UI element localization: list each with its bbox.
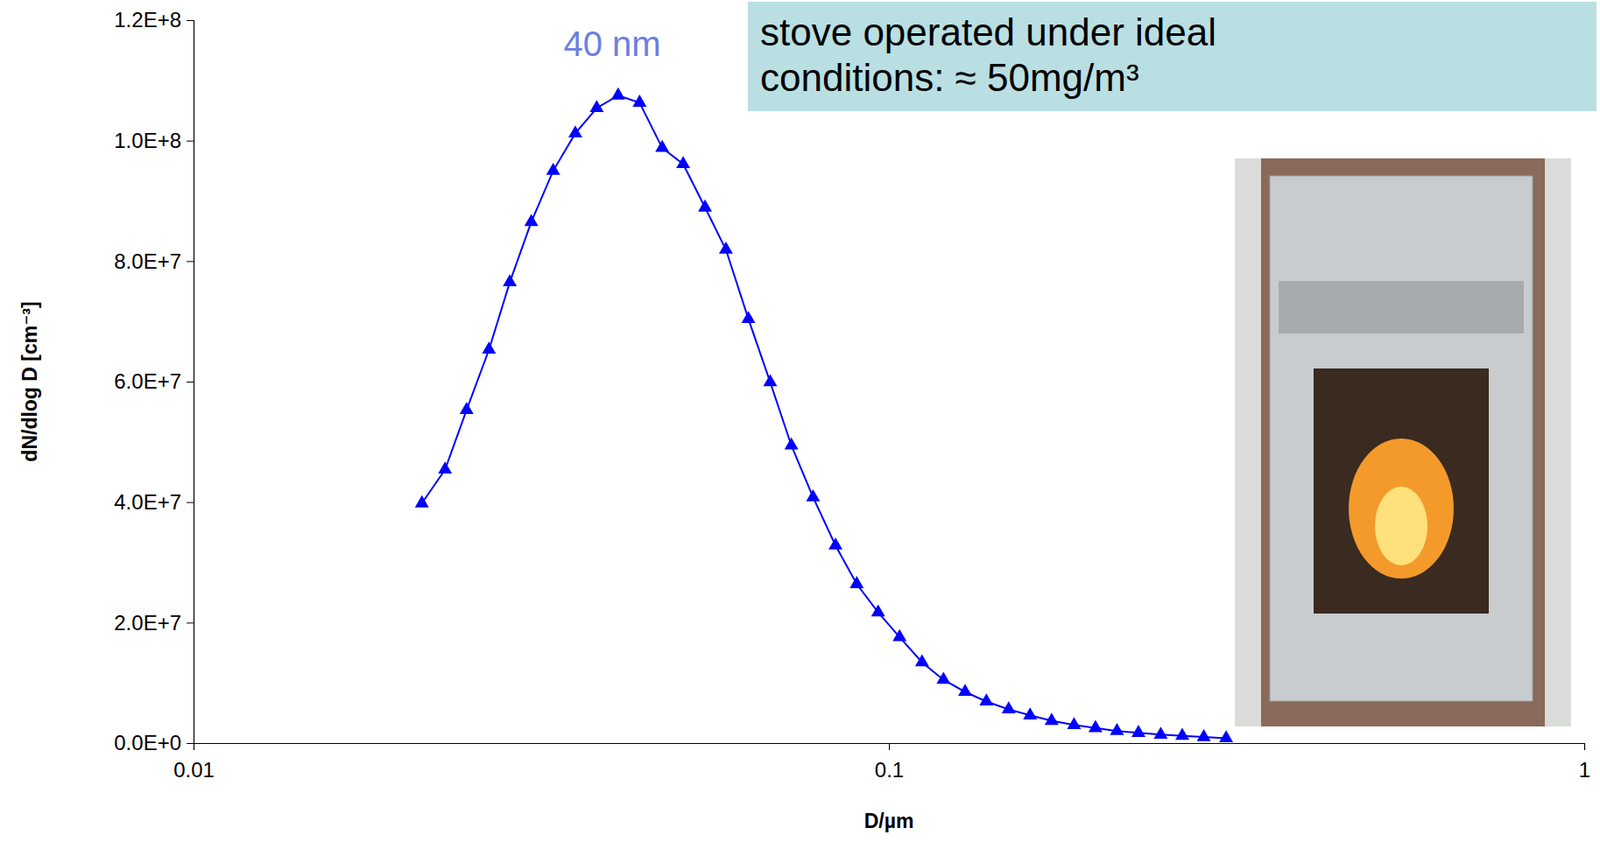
x-tick-mark — [193, 743, 195, 751]
y-tick-mark — [186, 622, 194, 624]
stove-picture — [1234, 158, 1572, 727]
y-tick-label: 1.2E+8 — [113, 7, 182, 32]
marker — [524, 213, 539, 226]
marker — [1175, 728, 1190, 741]
y-tick-mark — [186, 743, 194, 745]
marker — [589, 99, 604, 113]
marker — [697, 199, 712, 212]
marker — [415, 495, 430, 508]
y-tick: 1.2E+8 — [113, 7, 194, 32]
marker — [632, 94, 647, 107]
x-tick-label: 1 — [1578, 758, 1591, 783]
marker — [1197, 729, 1212, 742]
marker — [437, 461, 452, 474]
marker — [828, 537, 843, 550]
x-tick-label: 0.1 — [874, 758, 904, 783]
plot-area: 0.01 0.1 1 0.0E+0 2.0E+7 4.0E+7 6.0E+7 8.0E+7 1.… — [113, 7, 1591, 783]
y-tick: 1.0E+8 — [113, 128, 194, 153]
y-axis-title: dN/dlog D [cm⁻³] — [18, 301, 42, 462]
note-text: stove operated under idealconditions: ≈ … — [760, 10, 1217, 99]
marker — [459, 401, 474, 415]
marker — [979, 693, 994, 706]
marker — [1044, 712, 1059, 726]
y-tick: 8.0E+7 — [113, 249, 194, 274]
y-axis-line — [186, 21, 195, 745]
marker — [1219, 730, 1234, 743]
y-tick-mark — [186, 502, 194, 504]
note-background — [747, 1, 1597, 112]
marker — [805, 489, 820, 502]
marker — [1066, 717, 1081, 730]
marker — [1131, 725, 1146, 738]
x-tick-mark — [1584, 743, 1586, 751]
y-tick-label: 6.0E+7 — [113, 369, 182, 394]
series-line — [422, 95, 1227, 739]
y-tick: 6.0E+7 — [113, 369, 194, 394]
y-tick-label: 8.0E+7 — [113, 249, 182, 274]
marker — [1153, 726, 1168, 740]
marker — [1001, 701, 1016, 714]
y-tick-label: 2.0E+7 — [113, 611, 182, 635]
x-tick-mark — [888, 743, 890, 751]
marker — [849, 576, 864, 589]
marker — [762, 373, 777, 387]
y-tick: 2.0E+7 — [113, 611, 194, 635]
marker — [741, 310, 756, 324]
annotation: 40 nm — [563, 24, 661, 64]
x-tick: 0.1 — [874, 743, 904, 783]
y-tick-label: 0.0E+0 — [113, 731, 182, 755]
marker — [655, 140, 670, 153]
marker — [784, 437, 799, 451]
marker — [502, 274, 517, 287]
x-axis-title: D/µm — [864, 810, 915, 833]
marker — [915, 655, 930, 668]
y-tick-mark — [186, 381, 194, 383]
y-tick-mark — [186, 20, 194, 22]
note-box: stove operated under idealconditions: ≈ … — [747, 1, 1597, 112]
marker — [568, 125, 583, 138]
y-tick-mark — [186, 140, 194, 142]
marker — [1088, 720, 1103, 734]
marker — [958, 683, 973, 697]
y-tick: 4.0E+7 — [113, 490, 194, 515]
y-tick: 0.0E+0 — [113, 731, 194, 755]
y-tick-label: 4.0E+7 — [113, 490, 182, 515]
marker — [936, 672, 951, 685]
x-tick-label: 0.01 — [173, 758, 215, 783]
marker — [546, 162, 561, 176]
y-axis: 0.0E+0 2.0E+7 4.0E+7 6.0E+7 8.0E+7 1.0E+8 1.2E… — [113, 7, 194, 755]
marker — [1022, 707, 1037, 720]
marker — [1109, 723, 1124, 736]
marker — [718, 241, 734, 254]
y-tick-label: 1.0E+8 — [113, 128, 182, 153]
chart: 0.01 0.1 1 0.0E+0 2.0E+7 4.0E+7 6.0E+7 8.0E+7 1.… — [0, 0, 1600, 863]
marker — [481, 341, 496, 354]
marker — [892, 629, 907, 642]
x-axis: 0.01 0.1 1 — [173, 743, 1591, 783]
marker — [871, 604, 886, 617]
data-marks — [415, 87, 1234, 743]
x-axis-line — [194, 744, 1586, 752]
y-tick-mark — [186, 260, 194, 262]
marker — [611, 87, 626, 100]
marker — [676, 155, 691, 169]
x-tick: 1 — [1578, 743, 1591, 783]
